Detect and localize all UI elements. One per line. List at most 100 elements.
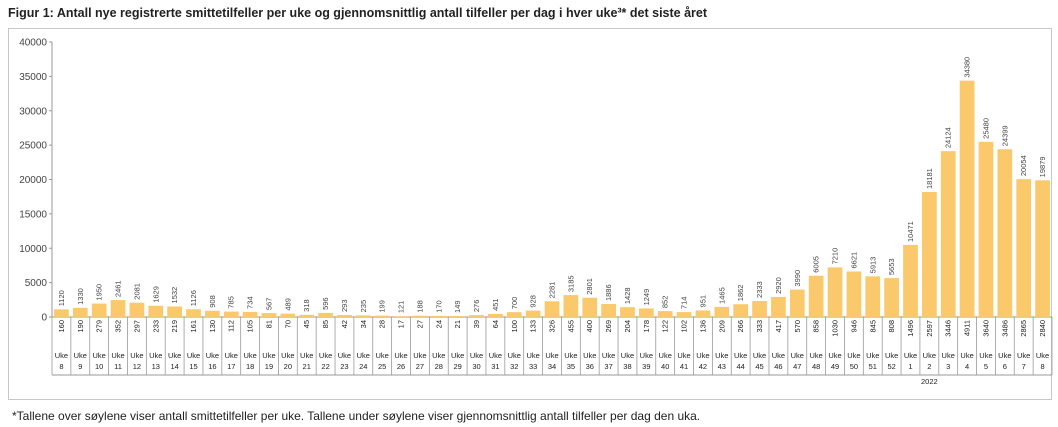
daily-average-label: 417 <box>774 320 783 333</box>
week-number-label: 27 <box>416 362 424 371</box>
footnote: *Tallene over søylene viser antall smitt… <box>12 409 701 423</box>
daily-average-label: 122 <box>661 320 670 333</box>
week-number-label: 26 <box>397 362 405 371</box>
bar-value-label: 188 <box>415 300 424 313</box>
week-number-label: 43 <box>718 362 726 371</box>
bar-value-label: 6005 <box>812 256 821 273</box>
bar <box>223 311 239 317</box>
daily-average-label: 64 <box>491 320 500 328</box>
bar <box>167 306 182 317</box>
week-number-label: 31 <box>491 362 499 371</box>
bar <box>54 309 69 317</box>
bar <box>431 315 447 317</box>
bar <box>374 315 390 317</box>
bar-value-label: 199 <box>378 300 387 313</box>
daily-average-label: 204 <box>623 320 632 333</box>
bar-value-label: 714 <box>680 297 689 310</box>
figure-title: Figur 1: Antall nye registrerte smitteti… <box>8 6 708 20</box>
bar-value-label: 567 <box>264 298 273 311</box>
week-row-label: Uke <box>791 351 804 360</box>
daily-average-label: 3446 <box>944 320 953 337</box>
daily-average-label: 102 <box>680 320 689 333</box>
bar-value-label: 3185 <box>566 275 575 292</box>
daily-average-label: 352 <box>114 320 123 333</box>
bar <box>733 304 749 317</box>
bar-value-label: 1126 <box>189 290 198 306</box>
bar <box>355 315 371 317</box>
week-row-label: Uke <box>281 351 294 360</box>
bar <box>412 315 428 317</box>
week-number-label: 9 <box>78 362 82 371</box>
week-number-label: 11 <box>114 362 122 371</box>
bar <box>959 80 975 317</box>
bar-value-label: 852 <box>661 296 670 309</box>
bar <box>506 312 522 317</box>
bar <box>922 192 937 317</box>
bar <box>299 314 315 317</box>
bar-value-label: 5913 <box>868 257 877 274</box>
daily-average-label: 209 <box>717 320 726 333</box>
week-row-label: Uke <box>338 351 351 360</box>
daily-average-label: 1030 <box>831 320 840 337</box>
week-number-label: 37 <box>604 362 612 371</box>
daily-average-label: 136 <box>698 320 707 333</box>
week-number-label: 29 <box>453 362 461 371</box>
week-number-label: 33 <box>529 362 537 371</box>
week-number-label: 20 <box>284 362 292 371</box>
week-row-label: Uke <box>470 351 483 360</box>
bar <box>752 300 767 317</box>
bar <box>318 312 333 317</box>
y-tick-label: 20000 <box>19 175 47 186</box>
week-row-label: Uke <box>168 351 181 360</box>
daily-average-label: 808 <box>887 320 896 333</box>
week-number-label: 44 <box>737 362 745 371</box>
bar <box>91 303 107 317</box>
daily-average-label: 2865 <box>1019 320 1028 337</box>
y-tick-label: 5000 <box>25 278 48 289</box>
bar-value-label: 1330 <box>76 288 85 305</box>
year-label: 2022 <box>921 377 938 386</box>
bar-value-label: 18181 <box>925 168 934 189</box>
week-row-label: Uke <box>583 351 596 360</box>
daily-average-label: 946 <box>849 320 858 333</box>
week-number-label: 49 <box>831 362 839 371</box>
bar <box>657 311 673 317</box>
daily-average-label: 2840 <box>1038 320 1047 337</box>
bar-value-label: 19879 <box>1038 156 1047 177</box>
bar-value-label: 25480 <box>981 118 990 139</box>
bar-value-label: 2333 <box>755 281 764 298</box>
bar <box>280 313 296 317</box>
daily-average-label: 266 <box>736 320 745 333</box>
week-number-label: 50 <box>850 362 858 371</box>
daily-average-label: 3486 <box>1000 320 1009 337</box>
week-number-label: 52 <box>887 362 895 371</box>
daily-average-label: 45 <box>302 320 311 328</box>
bar <box>563 295 579 317</box>
daily-average-label: 81 <box>264 320 273 328</box>
bar-value-label: 2801 <box>585 278 594 295</box>
daily-average-label: 133 <box>529 320 538 333</box>
bar <box>393 316 409 317</box>
bar-value-label: 5653 <box>887 258 896 275</box>
week-number-label: 14 <box>170 362 178 371</box>
daily-average-label: 1496 <box>906 320 915 337</box>
week-row-label: Uke <box>300 351 313 360</box>
bar-value-label: 1629 <box>151 286 160 303</box>
week-number-label: 45 <box>755 362 763 371</box>
week-row-label: Uke <box>55 351 68 360</box>
week-row-label: Uke <box>206 351 219 360</box>
week-row-label: Uke <box>489 351 502 360</box>
bar-value-label: 1428 <box>623 287 632 304</box>
bar-value-label: 24124 <box>944 127 953 148</box>
daily-average-label: 279 <box>95 320 104 333</box>
week-number-label: 5 <box>984 362 988 371</box>
daily-average-label: 269 <box>604 320 613 333</box>
daily-average-label: 21 <box>453 320 462 328</box>
week-row-label: Uke <box>715 351 728 360</box>
daily-average-label: 112 <box>227 320 236 332</box>
bar <box>148 305 164 317</box>
bar <box>676 312 692 317</box>
week-row-label: Uke <box>809 351 822 360</box>
daily-average-label: 845 <box>868 320 877 333</box>
week-number-label: 47 <box>793 362 801 371</box>
